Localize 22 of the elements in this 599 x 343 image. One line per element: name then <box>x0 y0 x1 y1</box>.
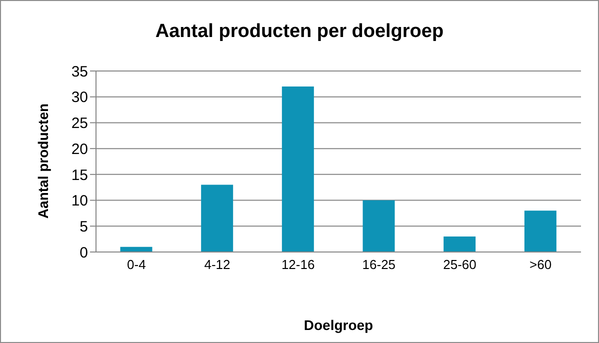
y-tick-label: 20 <box>71 140 88 158</box>
y-tick-label: 30 <box>71 89 88 106</box>
x-axis-title: Doelgroep <box>302 317 374 333</box>
y-tick-label: 35 <box>71 63 88 80</box>
x-tick-label: >60 <box>530 257 552 272</box>
bar <box>362 200 395 252</box>
x-tick-label: 25-60 <box>443 257 476 272</box>
x-tick-label: 12-16 <box>281 257 315 272</box>
x-tick-label: 4-12 <box>204 257 230 272</box>
chart-title: Aantal producten per doelgroep <box>154 21 445 43</box>
x-tick-label: 0-4 <box>127 257 146 272</box>
y-tick-label: 5 <box>80 218 88 236</box>
x-tick-label: 16-25 <box>362 257 396 272</box>
bar <box>282 86 314 252</box>
bar <box>524 210 556 252</box>
bar <box>444 236 476 252</box>
y-tick-label: 25 <box>71 115 88 132</box>
bar <box>201 184 234 252</box>
y-tick-label: 10 <box>71 192 88 210</box>
y-tick-label: 15 <box>71 166 88 184</box>
y-axis-title: Aantal producten <box>35 103 51 219</box>
y-tick-label: 0 <box>80 244 88 262</box>
